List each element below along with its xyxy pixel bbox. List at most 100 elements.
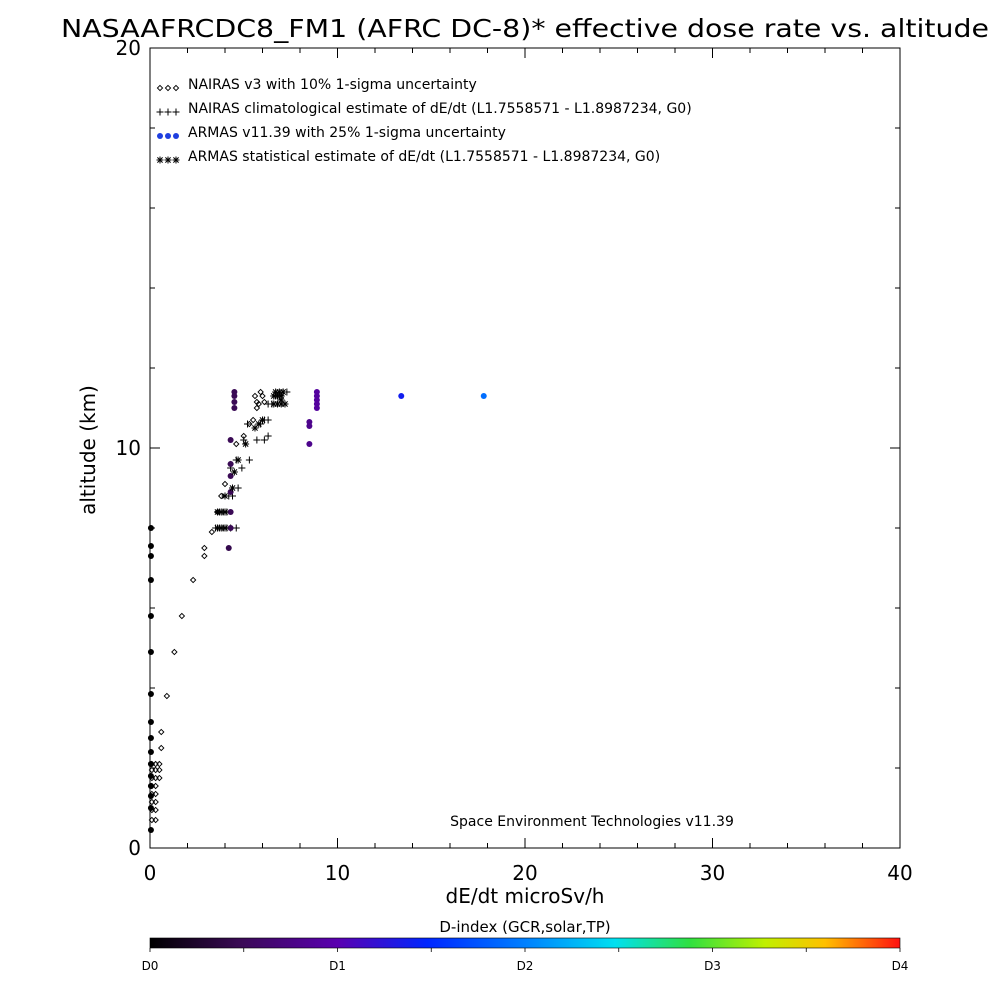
- data-point: [147, 827, 154, 833]
- data-point: [306, 419, 313, 425]
- data-point: [251, 392, 259, 400]
- data-point: [253, 404, 261, 412]
- data-point: [152, 782, 159, 790]
- data-point: [152, 798, 159, 806]
- data-point: [227, 461, 234, 467]
- data-point: [229, 484, 236, 492]
- data-point: [147, 749, 154, 755]
- data-point: [244, 420, 251, 428]
- legend-marker: [172, 108, 180, 116]
- data-point: [313, 389, 320, 395]
- data-point: [232, 524, 240, 532]
- x-tick-label: 30: [700, 861, 725, 885]
- colorbar-tick-label: D1: [329, 959, 346, 973]
- legend-marker: [172, 84, 180, 92]
- data-point: [171, 648, 178, 656]
- data-point: [217, 524, 225, 532]
- data-point: [253, 398, 261, 406]
- data-point: [189, 576, 197, 584]
- data-point: [233, 440, 240, 448]
- series-asterisk: [214, 388, 289, 532]
- data-point: [277, 392, 285, 400]
- legend-marker: [156, 156, 164, 164]
- legend-marker: [156, 84, 164, 92]
- legend-marker: [172, 156, 180, 164]
- data-point: [231, 405, 238, 411]
- data-point: [156, 766, 163, 774]
- legend-entry: NAIRAS climatological estimate of dE/dt …: [188, 101, 692, 117]
- data-point: [264, 432, 272, 440]
- colorbar-tick-label: D4: [892, 959, 909, 973]
- x-tick-label: 40: [887, 861, 912, 885]
- colorbar: [149, 937, 901, 949]
- data-point: [221, 480, 229, 488]
- data-point: [225, 545, 232, 551]
- legend-marker: [157, 133, 163, 139]
- colorbar-ticks: D0 D1 D2 D3 D4: [142, 948, 909, 973]
- legend-marker: [164, 108, 172, 116]
- series-dot: [147, 389, 487, 833]
- data-point: [214, 508, 221, 516]
- legend: NAIRAS v3 with 10% 1-sigma uncertainty NA…: [156, 77, 692, 165]
- data-point: [253, 436, 261, 444]
- data-point: [201, 544, 208, 552]
- data-point: [158, 728, 165, 736]
- x-tick-labels: 0 10 20 30 40: [144, 861, 913, 885]
- legend-entry: ARMAS v11.39 with 25% 1-sigma uncertaint…: [188, 125, 506, 141]
- data-point: [227, 509, 234, 515]
- data-point: [147, 691, 154, 697]
- data-point: [147, 553, 154, 559]
- data-point: [270, 400, 278, 408]
- data-point: [147, 793, 154, 799]
- data-point: [221, 492, 229, 500]
- data-point: [227, 437, 234, 443]
- colorbar-tick-label: D0: [142, 959, 159, 973]
- data-point: [147, 773, 154, 779]
- legend-entry: ARMAS statistical estimate of dE/dt (L1.…: [188, 149, 660, 165]
- data-point: [480, 393, 487, 399]
- data-point: [277, 396, 285, 404]
- data-point: [238, 464, 246, 472]
- legend-marker: [165, 133, 171, 139]
- data-point: [231, 389, 238, 395]
- data-point: [201, 552, 208, 560]
- colorbar-label: D-index (GCR,solar,TP): [439, 918, 610, 936]
- data-point: [306, 441, 313, 447]
- data-point: [281, 400, 289, 408]
- data-point: [272, 388, 280, 396]
- y-tick-label: 20: [116, 36, 141, 60]
- legend-marker: [156, 108, 164, 116]
- data-point: [147, 719, 154, 725]
- plot-frame: [149, 47, 901, 849]
- colorbar-tick-label: D3: [704, 959, 721, 973]
- data-point: [147, 543, 154, 549]
- x-axis-label: dE/dt microSv/h: [446, 884, 605, 908]
- data-point: [257, 388, 264, 396]
- data-point: [275, 388, 283, 396]
- data-point: [147, 735, 154, 741]
- data-point: [214, 524, 221, 532]
- data-point: [156, 760, 163, 768]
- data-point: [270, 392, 278, 400]
- legend-marker: [173, 133, 179, 139]
- data-point: [163, 692, 171, 700]
- data-point: [249, 416, 257, 424]
- x-tick-label: 20: [512, 861, 537, 885]
- data-point: [147, 577, 154, 583]
- data-point: [152, 816, 159, 824]
- legend-marker: [164, 84, 172, 92]
- y-tick-labels: 0 10 20: [116, 36, 141, 860]
- data-point: [251, 424, 259, 432]
- data-point: [231, 399, 238, 405]
- data-point: [218, 492, 225, 500]
- data-point: [147, 761, 154, 767]
- credit-text: Space Environment Technologies v11.39: [450, 814, 734, 830]
- x-tick-label: 10: [325, 861, 350, 885]
- data-point: [221, 508, 229, 516]
- y-axis-label: altitude (km): [76, 385, 100, 515]
- colorbar-tick-label: D2: [517, 959, 534, 973]
- data-point: [147, 805, 154, 811]
- data-point: [259, 392, 266, 400]
- data-point: [245, 456, 253, 464]
